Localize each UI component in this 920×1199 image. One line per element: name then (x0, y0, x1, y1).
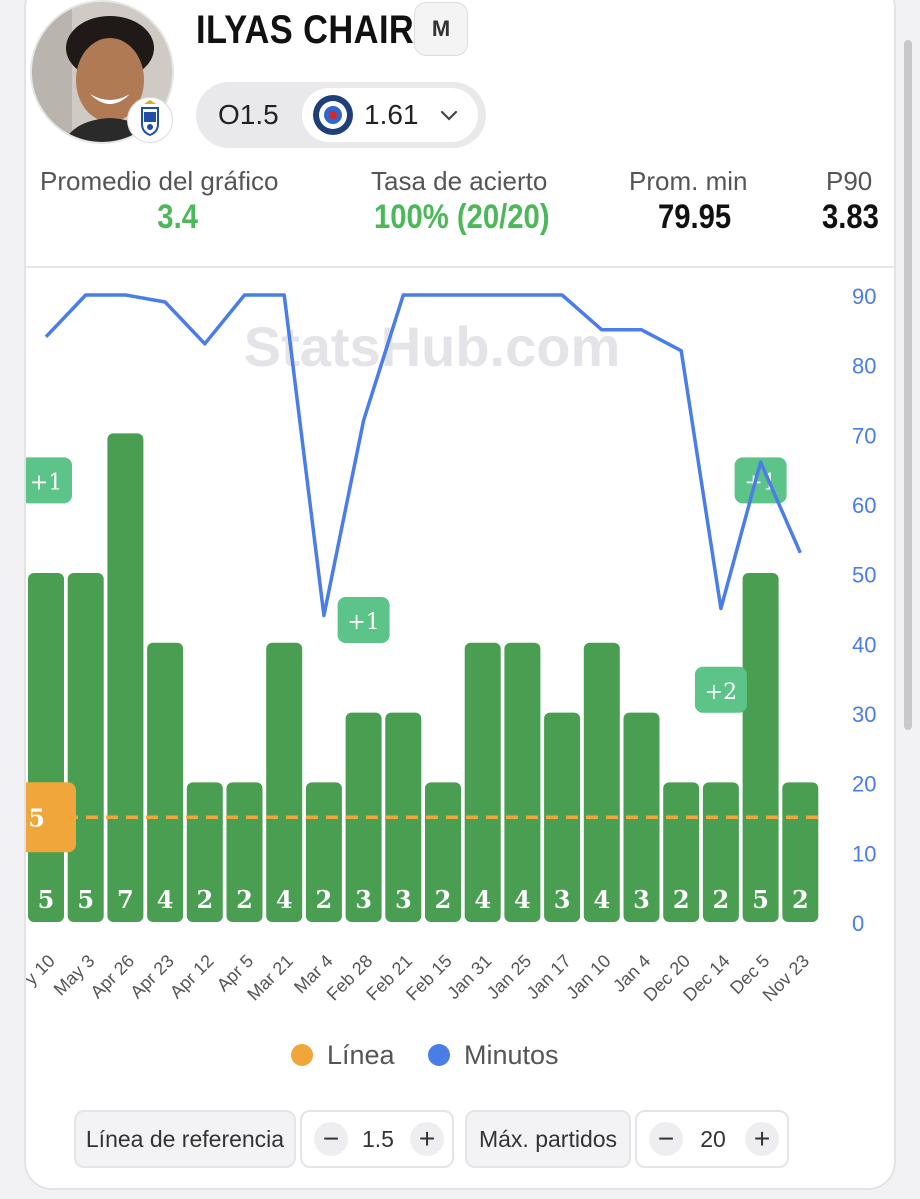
minus-icon[interactable]: − (314, 1122, 348, 1156)
x-axis-tick-label: Apr 23 (126, 951, 178, 1003)
bar-value-label: 5 (77, 885, 94, 914)
avg-minutes-value: 79.95 (658, 198, 732, 236)
watermark: StatsHub.com (244, 315, 621, 378)
bar (147, 642, 184, 922)
club-crest-icon (127, 97, 173, 143)
bar (28, 573, 64, 922)
reference-line-value-label: 1.5 (3, 803, 45, 832)
right-axis-tick-label: 90 (852, 284, 876, 309)
minutes-legend-dot (428, 1044, 450, 1066)
odds-dropdown[interactable]: 1.61 (302, 88, 478, 142)
x-axis-tick-label: Jan 25 (483, 951, 535, 1003)
bar-value-label: 3 (355, 885, 372, 914)
bar-value-label: 2 (316, 885, 333, 914)
reference-line-label: Línea de referencia (74, 1110, 296, 1168)
plus-icon[interactable]: + (745, 1122, 779, 1156)
target-icon (313, 95, 353, 135)
bar (107, 433, 144, 922)
bar-value-label: 4 (276, 885, 293, 914)
bar (623, 712, 660, 922)
hit-rate-label: Tasa de acierto (371, 166, 548, 196)
avg-label: Promedio del gráfico (40, 166, 279, 196)
right-axis-tick-label: 40 (852, 632, 876, 657)
bar (742, 573, 779, 922)
odds-value: 1.61 (364, 99, 419, 130)
minus-icon[interactable]: − (649, 1122, 683, 1156)
player-name: ILYAS CHAIRA (196, 8, 440, 52)
line-legend-dot (291, 1044, 313, 1066)
bar-value-label: 2 (673, 885, 690, 914)
right-axis-tick-label: 80 (852, 354, 876, 379)
line-label: O1.5 (218, 99, 279, 130)
plus-icon[interactable]: + (410, 1122, 444, 1156)
bar-value-label: 5 (752, 885, 769, 914)
divider (26, 266, 894, 268)
right-axis-tick-label: 10 (852, 841, 876, 866)
bar-value-label: 2 (792, 885, 809, 914)
scrollbar[interactable] (904, 40, 912, 730)
bonus-badge (694, 666, 747, 713)
bar (504, 642, 541, 922)
bonus-badge (26, 457, 72, 504)
p90-label: P90 (826, 166, 873, 196)
max-matches-stepper[interactable]: − 20 + (635, 1110, 789, 1168)
bonus-badge (337, 597, 390, 643)
bar (67, 573, 104, 922)
bar (266, 642, 303, 922)
bar (583, 642, 620, 922)
bar-value-label: 2 (435, 885, 452, 914)
chevron-down-icon (440, 110, 458, 121)
right-axis-tick-label: 60 (852, 493, 876, 518)
max-matches-value[interactable]: 20 (700, 1126, 726, 1152)
hit-rate-value: 100% (20/20) (374, 198, 550, 236)
right-axis-tick-label: 20 (852, 772, 876, 797)
bar-value-label: 3 (395, 885, 412, 914)
x-axis-tick-label: Jan 10 (562, 951, 614, 1003)
reference-line-value[interactable]: 1.5 (362, 1126, 394, 1152)
bar-value-label: 3 (554, 885, 571, 914)
position-badge: M (414, 2, 468, 56)
avg-minutes-label: Prom. min (629, 166, 748, 196)
bonus-label: +1 (30, 470, 62, 495)
x-axis-tick-label: Mar 21 (243, 951, 297, 1005)
bar-value-label: 4 (514, 885, 531, 914)
bar-value-label: 5 (38, 885, 55, 914)
bonus-label: +2 (705, 680, 737, 705)
bar-value-label: 4 (157, 885, 174, 914)
bonus-label: +1 (347, 610, 379, 635)
minutes-line (44, 293, 802, 618)
right-axis-tick-label: 30 (852, 702, 876, 727)
max-matches-label: Máx. partidos (465, 1110, 631, 1168)
x-axis-tick-label: Jan 31 (443, 951, 495, 1003)
x-axis-tick-label: Feb 15 (402, 951, 456, 1005)
bar-value-label: 2 (236, 885, 253, 914)
bar (544, 712, 581, 922)
bar-value-label: 3 (633, 885, 650, 914)
bar (345, 712, 382, 922)
bar (464, 642, 501, 922)
bar-value-label: 2 (196, 885, 213, 914)
right-axis-tick-label: 70 (852, 423, 876, 448)
reference-line-stepper[interactable]: − 1.5 + (300, 1110, 454, 1168)
line-selector[interactable]: O1.5 1.61 (196, 82, 486, 148)
p90-value: 3.83 (822, 198, 879, 236)
bar (385, 712, 422, 922)
x-axis-tick-label: Jan 17 (523, 951, 575, 1003)
avg-value: 3.4 (157, 198, 198, 236)
x-axis-tick-label: Apr 12 (166, 951, 218, 1003)
legend-item-line[interactable]: Línea (291, 1040, 395, 1080)
x-axis-tick-label: Apr 26 (87, 951, 139, 1003)
bar-value-label: 2 (713, 885, 730, 914)
bar-value-label: 7 (117, 885, 134, 914)
right-axis-tick-label: 0 (852, 911, 864, 936)
right-axis-tick-label: 50 (852, 563, 876, 588)
reference-line-badge (26, 782, 76, 853)
legend-item-minutes[interactable]: Minutos (428, 1040, 559, 1080)
bar-value-label: 4 (474, 885, 491, 914)
bar-value-label: 4 (593, 885, 610, 914)
